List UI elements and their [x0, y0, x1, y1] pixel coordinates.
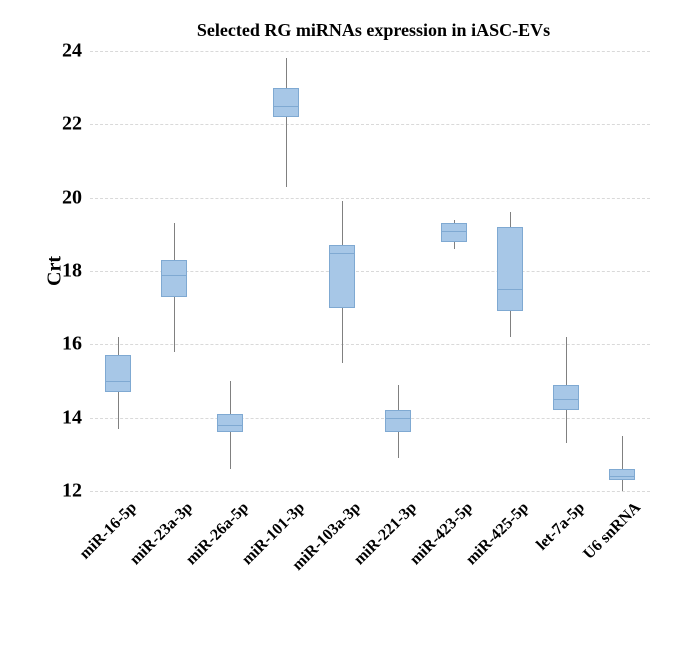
median-line	[161, 275, 186, 276]
box	[497, 227, 522, 311]
median-line	[217, 425, 242, 426]
box	[329, 245, 354, 307]
box	[385, 410, 410, 432]
y-tick-label: 12	[42, 480, 82, 503]
whisker-high	[286, 58, 287, 87]
median-line	[553, 399, 578, 400]
whisker-high	[398, 385, 399, 411]
box	[161, 260, 186, 297]
chart-container: Selected RG miRNAs expression in iASC-EV…	[20, 20, 667, 649]
whisker-high	[622, 436, 623, 469]
whisker-high	[510, 212, 511, 227]
whisker-low	[510, 311, 511, 337]
median-line	[497, 289, 522, 290]
whisker-low	[342, 308, 343, 363]
grid-line	[90, 51, 650, 52]
median-line	[329, 253, 354, 254]
whisker-high	[566, 337, 567, 385]
box	[441, 223, 466, 241]
box	[609, 469, 634, 480]
median-line	[385, 418, 410, 419]
whisker-high	[118, 337, 119, 355]
whisker-low	[286, 117, 287, 187]
y-tick-label: 22	[42, 113, 82, 136]
whisker-high	[342, 201, 343, 245]
box	[273, 88, 298, 117]
whisker-low	[174, 297, 175, 352]
y-tick-label: 20	[42, 186, 82, 209]
y-tick-label: 14	[42, 406, 82, 429]
grid-line	[90, 198, 650, 199]
y-tick-label: 18	[42, 260, 82, 283]
chart-title: Selected RG miRNAs expression in iASC-EV…	[20, 20, 667, 41]
median-line	[273, 106, 298, 107]
median-line	[105, 381, 130, 382]
box	[105, 355, 130, 392]
y-tick-label: 24	[42, 40, 82, 63]
whisker-low	[566, 410, 567, 443]
grid-line	[90, 491, 650, 492]
median-line	[609, 476, 634, 477]
plot-area: Crt 12141618202224miR-16-5pmiR-23a-3pmiR…	[90, 51, 650, 491]
y-tick-label: 16	[42, 333, 82, 356]
whisker-low	[230, 432, 231, 469]
grid-line	[90, 124, 650, 125]
median-line	[441, 231, 466, 232]
whisker-low	[454, 242, 455, 249]
whisker-high	[174, 223, 175, 260]
box	[217, 414, 242, 432]
whisker-high	[230, 381, 231, 414]
whisker-low	[398, 432, 399, 458]
box	[553, 385, 578, 411]
whisker-low	[622, 480, 623, 491]
whisker-low	[118, 392, 119, 429]
